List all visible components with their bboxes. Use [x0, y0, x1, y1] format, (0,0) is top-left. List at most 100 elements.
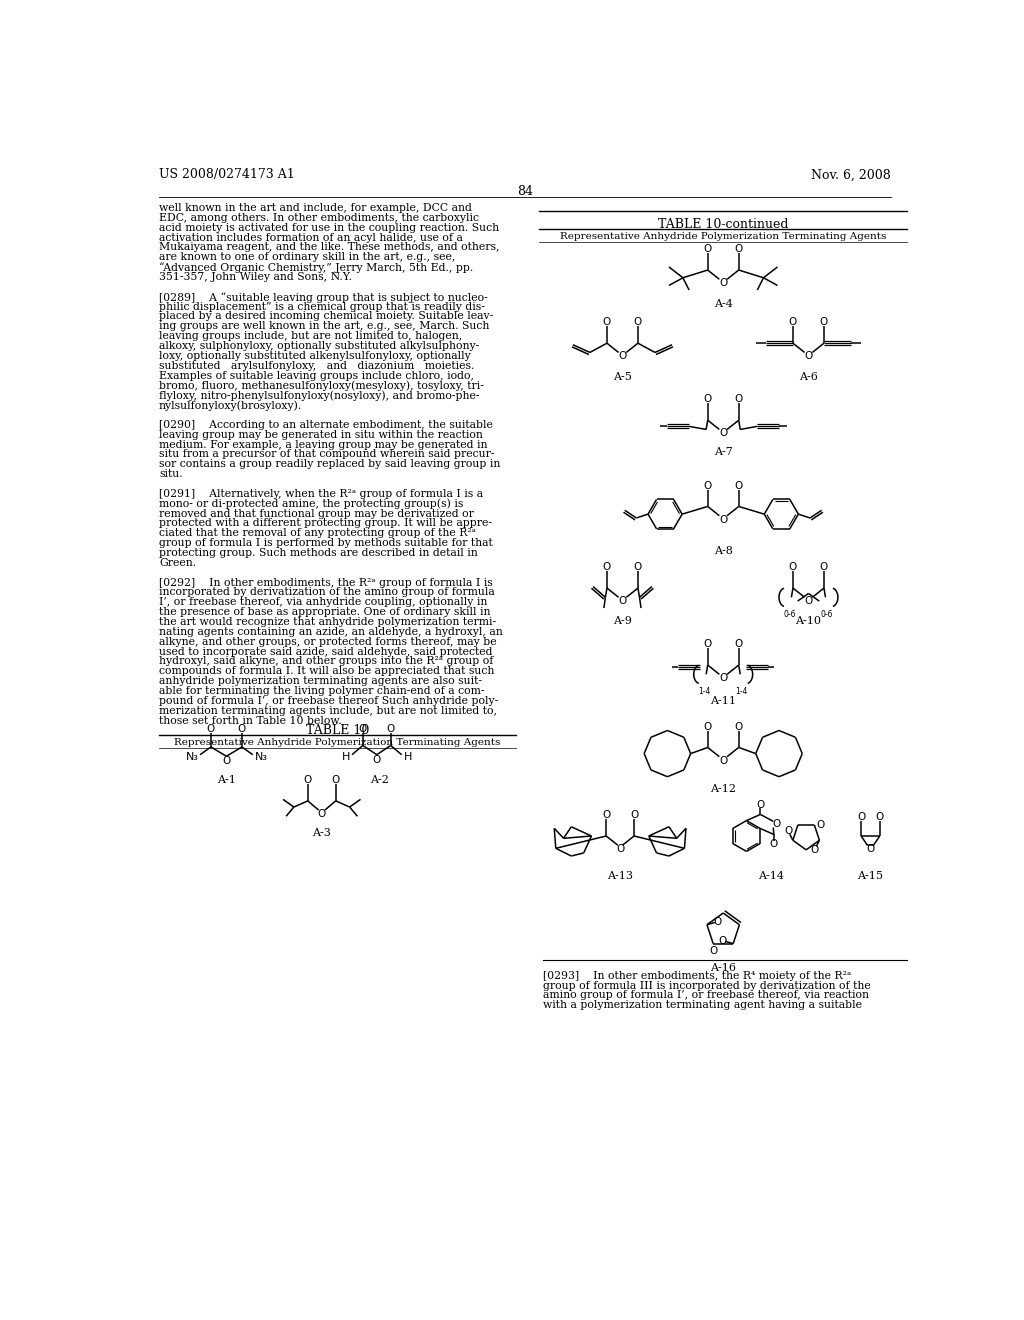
- Text: O: O: [788, 562, 797, 573]
- Text: 1-4: 1-4: [698, 686, 711, 696]
- Text: I’, or freebase thereof, via anhydride coupling, optionally in: I’, or freebase thereof, via anhydride c…: [159, 598, 487, 607]
- Text: situ from a precursor of that compound wherein said precur-: situ from a precursor of that compound w…: [159, 449, 495, 459]
- Text: US 2008/0274173 A1: US 2008/0274173 A1: [159, 169, 295, 181]
- Text: O: O: [603, 562, 611, 573]
- Text: O: O: [603, 317, 611, 327]
- Text: A-5: A-5: [613, 372, 632, 383]
- Text: flyloxy, nitro-phenylsulfonyloxy(nosyloxy), and bromo-phe-: flyloxy, nitro-phenylsulfonyloxy(nosylox…: [159, 391, 479, 401]
- Text: group of formula I is performed by methods suitable for that: group of formula I is performed by metho…: [159, 539, 493, 548]
- Text: alkoxy, sulphonyloxy, optionally substituted alkylsulphony-: alkoxy, sulphonyloxy, optionally substit…: [159, 341, 479, 351]
- Text: O: O: [634, 562, 642, 573]
- Text: Mukaiyama reagent, and the like. These methods, and others,: Mukaiyama reagent, and the like. These m…: [159, 243, 500, 252]
- Text: O: O: [816, 820, 824, 830]
- Text: bromo, fluoro, methanesulfonyloxy(mesyloxy), tosyloxy, tri-: bromo, fluoro, methanesulfonyloxy(mesylo…: [159, 380, 484, 391]
- Text: O: O: [719, 755, 727, 766]
- Text: merization terminating agents include, but are not limited to,: merization terminating agents include, b…: [159, 706, 497, 715]
- Text: O: O: [784, 826, 793, 836]
- Text: O: O: [718, 936, 726, 945]
- Text: A-4: A-4: [714, 298, 732, 309]
- Text: A-7: A-7: [714, 447, 732, 457]
- Text: O: O: [703, 480, 712, 491]
- Text: O: O: [703, 244, 712, 255]
- Text: acid moiety is activated for use in the coupling reaction. Such: acid moiety is activated for use in the …: [159, 223, 499, 232]
- Text: [0290]    According to an alternate embodiment, the suitable: [0290] According to an alternate embodim…: [159, 420, 493, 430]
- Text: substituted   arylsulfonyloxy,   and   diazonium   moieties.: substituted arylsulfonyloxy, and diazoni…: [159, 360, 474, 371]
- Text: O: O: [618, 597, 627, 606]
- Text: H: H: [403, 752, 412, 762]
- Text: O: O: [618, 351, 627, 362]
- Text: pound of formula I’, or freebase thereof Such anhydride poly-: pound of formula I’, or freebase thereof…: [159, 696, 499, 706]
- Text: 1-4: 1-4: [735, 686, 748, 696]
- Text: A-9: A-9: [613, 615, 632, 626]
- Text: A-2: A-2: [371, 775, 389, 784]
- Text: leaving groups include, but are not limited to, halogen,: leaving groups include, but are not limi…: [159, 331, 462, 341]
- Text: situ.: situ.: [159, 469, 182, 479]
- Text: O: O: [866, 843, 874, 854]
- Text: O: O: [709, 946, 717, 957]
- Text: O: O: [714, 916, 722, 927]
- Text: used to incorporate said azide, said aldehyde, said protected: used to incorporate said azide, said ald…: [159, 647, 493, 656]
- Text: O: O: [820, 317, 828, 327]
- Text: well known in the art and include, for example, DCC and: well known in the art and include, for e…: [159, 203, 472, 213]
- Text: sor contains a group readily replaced by said leaving group in: sor contains a group readily replaced by…: [159, 459, 501, 470]
- Text: loxy, optionally substituted alkenylsulfonyloxy, optionally: loxy, optionally substituted alkenylsulf…: [159, 351, 471, 360]
- Text: hydroxyl, said alkyne, and other groups into the R²ᵃ group of: hydroxyl, said alkyne, and other groups …: [159, 656, 494, 667]
- Text: O: O: [820, 562, 828, 573]
- Text: [0293]    In other embodiments, the R⁴ moiety of the R²ᵃ: [0293] In other embodiments, the R⁴ moie…: [543, 970, 851, 981]
- Text: A-10: A-10: [796, 615, 821, 626]
- Text: O: O: [630, 810, 638, 820]
- Text: Examples of suitable leaving groups include chloro, iodo,: Examples of suitable leaving groups incl…: [159, 371, 474, 380]
- Text: anhydride polymerization terminating agents are also suit-: anhydride polymerization terminating age…: [159, 676, 482, 686]
- Text: O: O: [772, 820, 780, 829]
- Text: with a polymerization terminating agent having a suitable: with a polymerization terminating agent …: [543, 1001, 861, 1010]
- Text: O: O: [770, 838, 778, 849]
- Text: O: O: [734, 722, 742, 731]
- Text: O: O: [387, 725, 395, 734]
- Text: able for terminating the living polymer chain-end of a com-: able for terminating the living polymer …: [159, 686, 484, 696]
- Text: O: O: [332, 775, 340, 785]
- Text: O: O: [317, 809, 326, 818]
- Text: 84: 84: [517, 185, 532, 198]
- Text: A-1: A-1: [217, 775, 236, 784]
- Text: ciated that the removal of any protecting group of the R²ᵃ: ciated that the removal of any protectin…: [159, 528, 476, 539]
- Text: those set forth in Table 10 below.: those set forth in Table 10 below.: [159, 715, 342, 726]
- Text: EDC, among others. In other embodiments, the carboxylic: EDC, among others. In other embodiments,…: [159, 213, 479, 223]
- Text: O: O: [238, 725, 246, 734]
- Text: removed and that functional group may be derivatized or: removed and that functional group may be…: [159, 508, 474, 519]
- Text: placed by a desired incoming chemical moiety. Suitable leav-: placed by a desired incoming chemical mo…: [159, 312, 494, 322]
- Text: TABLE 10-continued: TABLE 10-continued: [658, 218, 788, 231]
- Text: H: H: [342, 752, 350, 762]
- Text: O: O: [703, 395, 712, 404]
- Text: O: O: [804, 351, 813, 362]
- Text: leaving group may be generated in situ within the reaction: leaving group may be generated in situ w…: [159, 430, 483, 440]
- Text: TABLE 10: TABLE 10: [305, 723, 369, 737]
- Text: O: O: [634, 317, 642, 327]
- Text: compounds of formula I. It will also be appreciated that such: compounds of formula I. It will also be …: [159, 667, 495, 676]
- Text: O: O: [857, 812, 865, 822]
- Text: O: O: [703, 639, 712, 649]
- Text: O: O: [222, 756, 230, 766]
- Text: [0291]    Alternatively, when the R²ᵃ group of formula I is a: [0291] Alternatively, when the R²ᵃ group…: [159, 488, 483, 499]
- Text: [0292]    In other embodiments, the R²ᵃ group of formula I is: [0292] In other embodiments, the R²ᵃ gro…: [159, 578, 493, 587]
- Text: amino group of formula I’, or freebase thereof, via reaction: amino group of formula I’, or freebase t…: [543, 990, 868, 1001]
- Text: N₃: N₃: [255, 752, 268, 762]
- Text: O: O: [876, 812, 884, 822]
- Text: philic displacement” is a chemical group that is readily dis-: philic displacement” is a chemical group…: [159, 302, 485, 312]
- Text: A-6: A-6: [799, 372, 818, 383]
- Text: Representative Anhydride Polymerization Terminating Agents: Representative Anhydride Polymerization …: [560, 232, 887, 242]
- Text: ing groups are well known in the art, e.g., see, March. Such: ing groups are well known in the art, e.…: [159, 321, 489, 331]
- Text: O: O: [719, 673, 727, 684]
- Text: O: O: [757, 800, 765, 810]
- Text: O: O: [734, 244, 742, 255]
- Text: O: O: [719, 428, 727, 438]
- Text: protecting group. Such methods are described in detail in: protecting group. Such methods are descr…: [159, 548, 478, 558]
- Text: Green.: Green.: [159, 558, 197, 568]
- Text: A-13: A-13: [607, 871, 633, 880]
- Text: “Advanced Organic Chemistry,” Jerry March, 5th Ed., pp.: “Advanced Organic Chemistry,” Jerry Marc…: [159, 263, 473, 273]
- Text: O: O: [207, 725, 215, 734]
- Text: 0-6: 0-6: [783, 610, 796, 619]
- Text: group of formula III is incorporated by derivatization of the: group of formula III is incorporated by …: [543, 981, 870, 990]
- Text: are known to one of ordinary skill in the art, e.g., see,: are known to one of ordinary skill in th…: [159, 252, 456, 263]
- Text: medium. For example, a leaving group may be generated in: medium. For example, a leaving group may…: [159, 440, 487, 450]
- Text: O: O: [734, 480, 742, 491]
